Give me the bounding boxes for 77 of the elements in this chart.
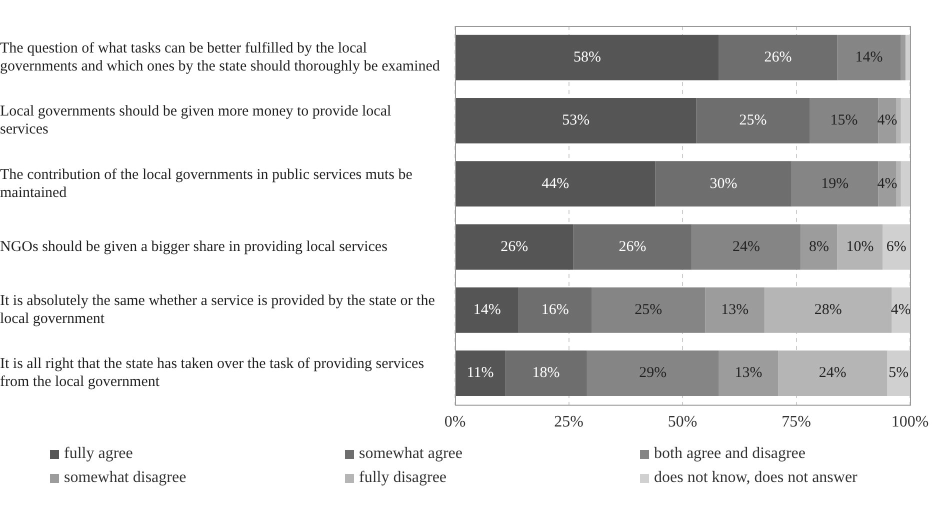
bar [456, 224, 574, 270]
x-tick-label: 50% [668, 414, 698, 431]
bar [456, 287, 519, 333]
bar [764, 287, 892, 333]
bar [456, 98, 696, 144]
data-label: 29% [639, 365, 667, 382]
x-tick-label: 0% [444, 414, 466, 431]
bar [718, 350, 778, 396]
data-label: 24% [732, 238, 760, 255]
data-label: 4% [877, 112, 898, 129]
data-label: 15% [830, 112, 858, 129]
bar [705, 287, 764, 333]
legend-label: does not know, does not answer [654, 469, 858, 487]
bar [900, 34, 906, 80]
data-label: 5% [888, 365, 909, 382]
legend-label: fully agree [64, 445, 133, 463]
data-label: 14% [855, 50, 883, 66]
data-label: 25% [739, 112, 767, 129]
bar [592, 287, 706, 333]
bar [718, 34, 838, 80]
data-label: 13% [721, 302, 749, 318]
bar [518, 287, 592, 333]
data-label: 25% [634, 302, 662, 318]
y-tick-label: It is absolutely the same whether a service is provided by the state or the local government [0, 293, 436, 328]
bar [456, 350, 506, 396]
bar [837, 224, 883, 270]
data-label: 4% [877, 176, 898, 192]
data-label: 14% [473, 302, 501, 318]
data-label: 26% [618, 238, 646, 255]
data-label: 6% [886, 238, 906, 255]
x-tick-label: 25% [554, 414, 584, 431]
data-label: 28% [814, 302, 842, 318]
bar [692, 224, 801, 270]
data-label: 24% [818, 365, 846, 382]
y-tick-label: Local governments should be given more money to provide local services [0, 104, 392, 138]
data-label: 10% [846, 238, 874, 255]
bar [456, 161, 656, 207]
bar [896, 98, 901, 144]
legend-label: somewhat agree [359, 445, 463, 463]
x-tick-label: 75% [782, 414, 811, 431]
bar [800, 224, 838, 270]
bar [896, 161, 901, 207]
bar [456, 34, 719, 80]
data-label: 26% [500, 238, 528, 255]
data-label: 26% [764, 50, 792, 66]
legend-label: somewhat disagree [64, 469, 186, 487]
legend-label: fully disagree [359, 469, 447, 487]
bar [900, 98, 910, 144]
data-label: 13% [734, 365, 762, 382]
bar [810, 98, 878, 144]
bar [505, 350, 587, 396]
data-label: 11% [466, 365, 494, 382]
legend-label: both agree and disagree [654, 445, 806, 463]
bar [655, 161, 792, 207]
data-label: 53% [562, 112, 590, 129]
y-tick-label: The question of what tasks can be better fulfilled by the local governments and which ones by the state should thoroughly be examined [0, 40, 440, 75]
bar [778, 350, 888, 396]
bar [573, 224, 692, 270]
bar [878, 98, 896, 144]
data-label: 8% [809, 238, 829, 255]
data-label: 44% [542, 176, 570, 192]
y-tick-label: NGOs should be given a bigger share in providing local services [0, 238, 388, 255]
bar [837, 34, 901, 80]
data-label: 19% [821, 176, 849, 192]
bar [586, 350, 719, 396]
bar [696, 98, 810, 144]
data-label: 16% [541, 302, 569, 318]
y-tick-label: The contribution of the local governments in public services muts be maintained [0, 166, 413, 201]
x-tick-label: 100% [891, 414, 929, 431]
bar [878, 161, 896, 207]
data-label: 30% [710, 176, 738, 192]
bar [792, 161, 878, 207]
data-label: 4% [890, 302, 911, 318]
bar [900, 161, 910, 207]
data-label: 58% [573, 50, 601, 66]
data-label: 18% [532, 365, 560, 382]
y-tick-label: It is all right that the state has taken over the task of providing services from the local government [0, 356, 424, 390]
